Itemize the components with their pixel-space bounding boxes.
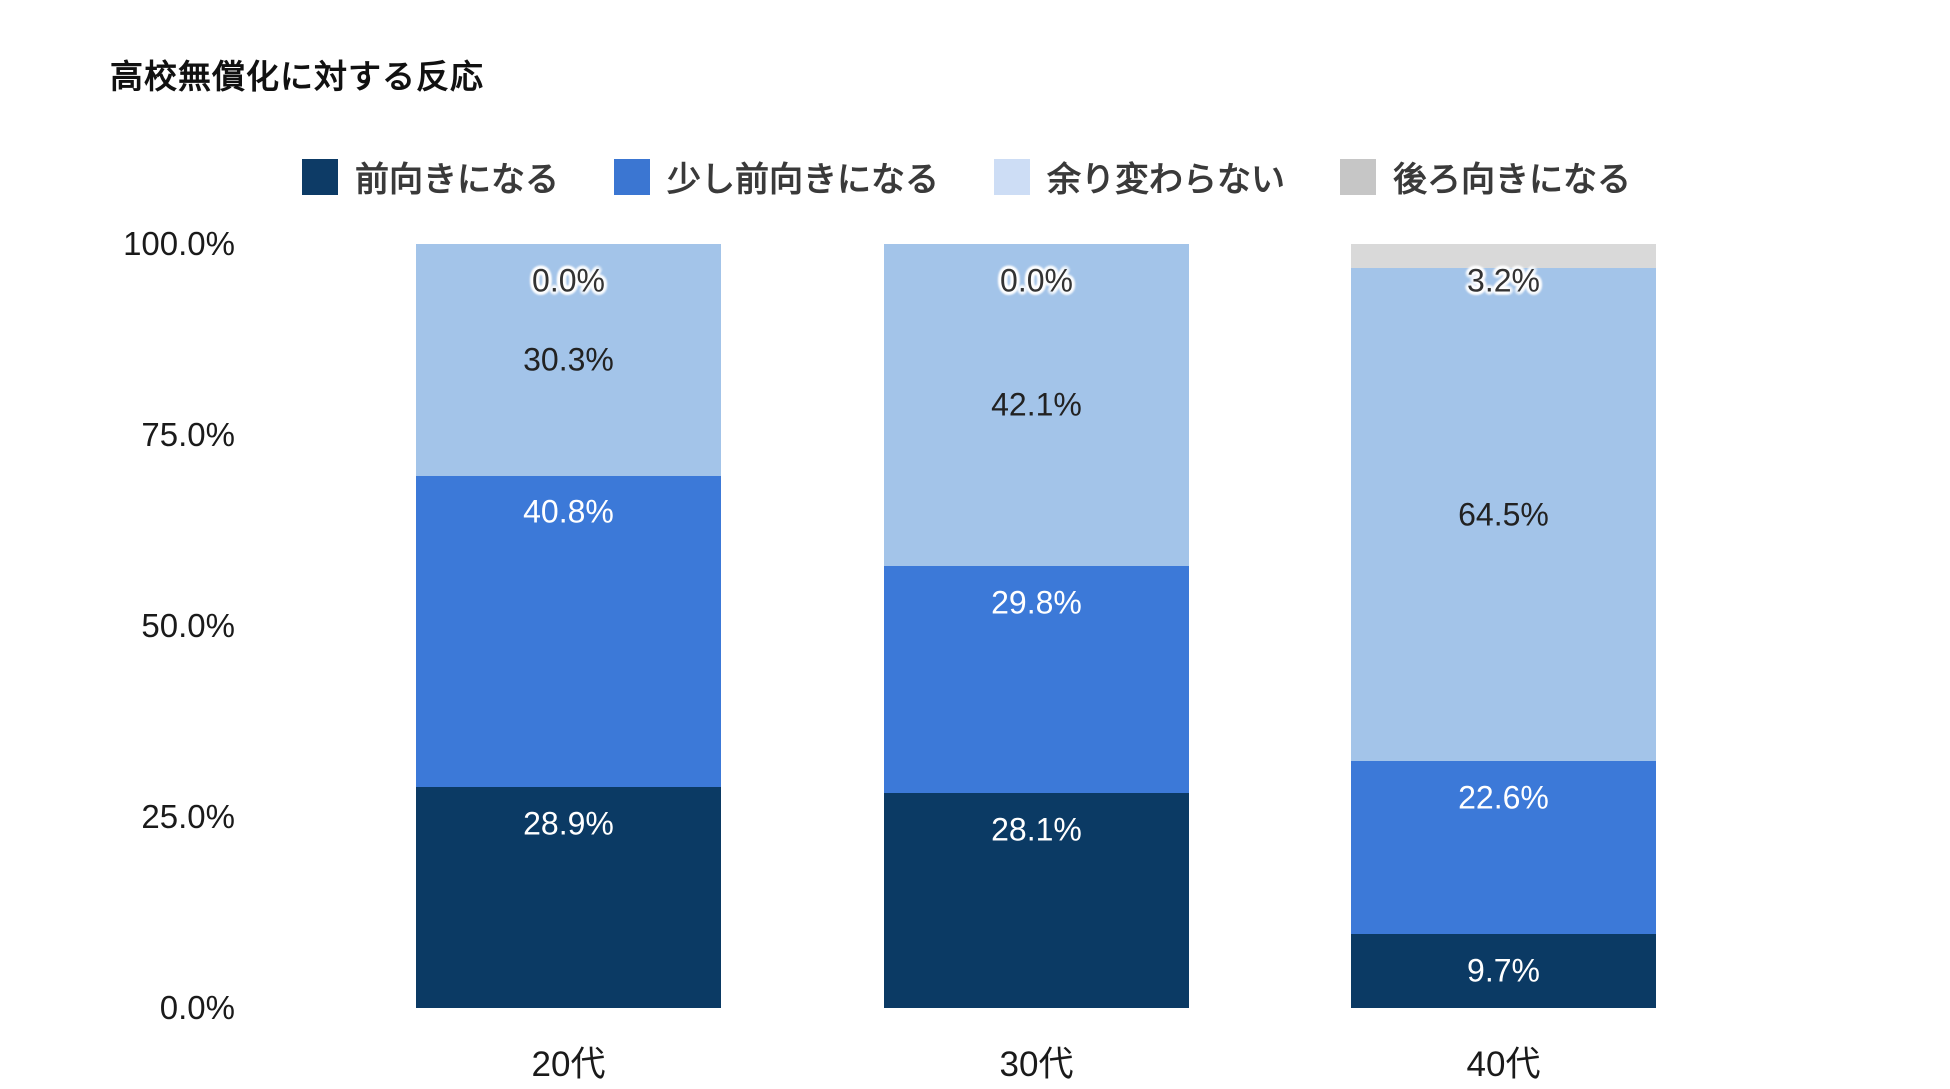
y-axis-tick-label: 25.0% xyxy=(141,798,235,835)
bar-segment xyxy=(884,565,1189,794)
bar-value-label: 28.1% xyxy=(991,811,1082,848)
legend-label: 少し前向きになる xyxy=(667,161,939,199)
legend-swatch-icon xyxy=(1340,158,1376,195)
bar-segment xyxy=(416,787,721,1008)
bar-segment xyxy=(1351,268,1656,762)
bar-segment xyxy=(884,244,1189,566)
bar-value-label: 64.5% xyxy=(1458,496,1549,533)
y-axis-tick-label: 75.0% xyxy=(141,416,235,453)
bar-value-label: 42.1% xyxy=(991,386,1082,423)
chart-title: 高校無償化に対する反応 xyxy=(110,58,484,95)
legend-swatch-icon xyxy=(302,158,338,195)
bar-30代 xyxy=(884,244,1189,1008)
bar-value-label: 0.0% xyxy=(532,262,605,299)
bar-value-label: 40.8% xyxy=(523,493,614,530)
legend-item: 少し前向きになる xyxy=(614,152,939,201)
bar-segment xyxy=(416,244,721,476)
legend-item: 前向きになる xyxy=(302,152,559,201)
legend-label: 後ろ向きになる xyxy=(1393,161,1631,199)
y-axis-tick-label: 0.0% xyxy=(159,989,235,1026)
bar-value-label: 28.9% xyxy=(523,805,614,842)
bar-20代 xyxy=(416,244,721,1008)
legend-swatch-icon xyxy=(614,158,650,195)
y-axis-tick-label: 100.0% xyxy=(123,225,235,262)
bar-segment xyxy=(884,793,1189,1008)
legend-swatch-icon xyxy=(994,158,1030,195)
x-axis-label: 20代 xyxy=(531,1045,606,1084)
bar-value-label: 0.0% xyxy=(1000,262,1073,299)
x-axis-label: 40代 xyxy=(1466,1045,1541,1084)
bar-segment xyxy=(1351,761,1656,934)
bar-value-label: 29.8% xyxy=(991,584,1082,621)
bar-value-label: 22.6% xyxy=(1458,779,1549,816)
legend-item: 後ろ向きになる xyxy=(1340,152,1631,201)
bar-segment xyxy=(416,475,721,788)
x-axis-label: 30代 xyxy=(999,1045,1074,1084)
bar-value-label: 3.2% xyxy=(1467,262,1540,299)
bar-40代 xyxy=(1351,244,1656,1008)
bar-value-label: 30.3% xyxy=(523,341,614,378)
bar-segment xyxy=(1351,244,1656,269)
legend: 前向きになる 少し前向きになる 余り変わらない 後ろ向きになる xyxy=(302,152,1631,201)
legend-label: 余り変わらない xyxy=(1047,161,1285,199)
legend-item: 余り変わらない xyxy=(994,152,1285,201)
legend-label: 前向きになる xyxy=(355,161,559,199)
bar-value-label: 9.7% xyxy=(1467,952,1540,989)
y-axis-tick-label: 50.0% xyxy=(141,607,235,644)
bar-segment xyxy=(1351,933,1656,1008)
